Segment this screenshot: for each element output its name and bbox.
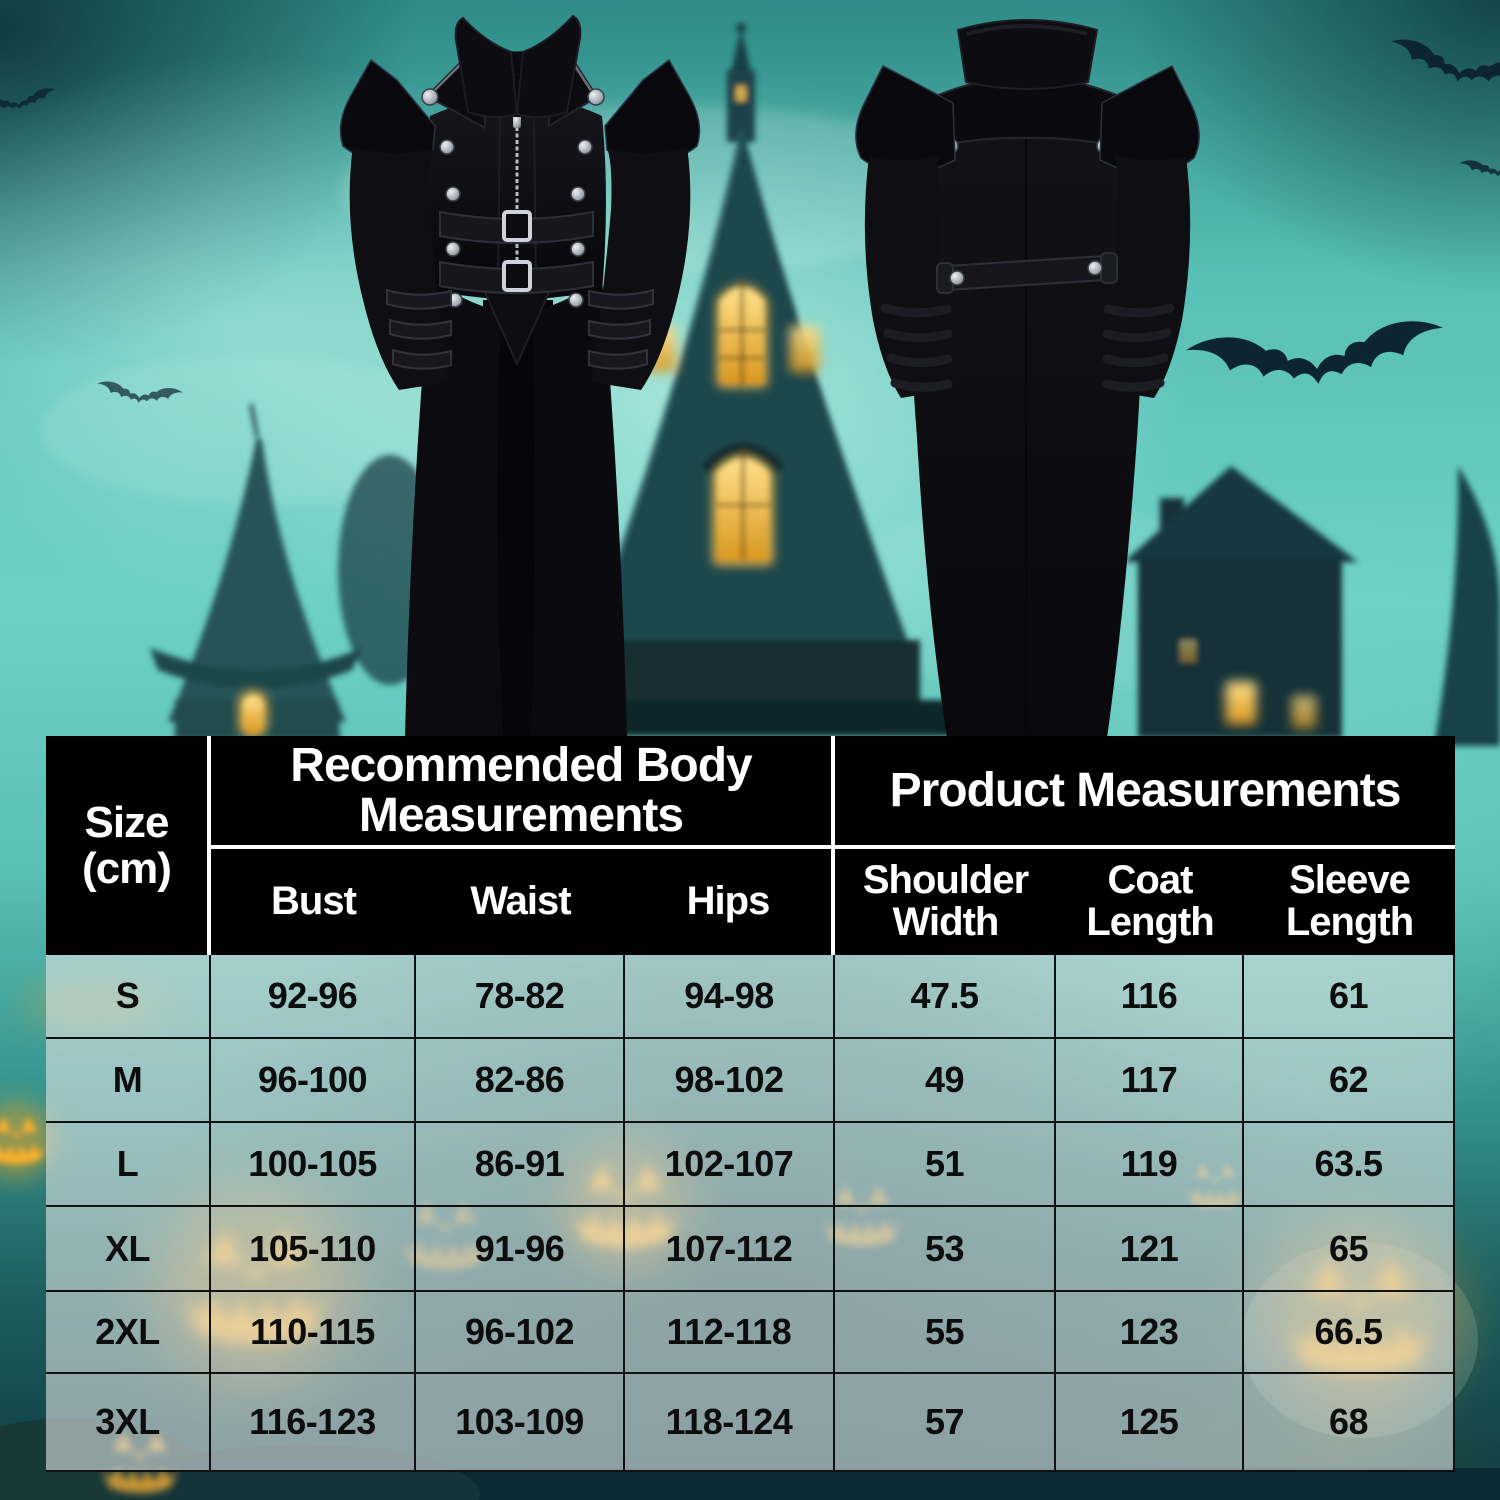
column-header-hips: Hips [625,849,835,955]
table-cell-waist: 96-102 [416,1292,625,1374]
table-cell-hips: 102-107 [625,1123,835,1207]
table-cell-bust: 110-115 [211,1292,416,1374]
waist-belts [439,210,594,294]
table-cell-coat-length: 119 [1056,1123,1244,1207]
table-cell-waist: 78-82 [416,955,625,1039]
table-cell-waist: 82-86 [416,1039,625,1123]
table-cell-bust: 116-123 [211,1374,416,1472]
table-cell-hips: 118-124 [625,1374,835,1472]
table-cell-shoulder-width: 47.5 [835,955,1056,1039]
table-cell-coat-length: 123 [1056,1292,1244,1374]
table-cell-size: 3XL [46,1374,211,1472]
table-cell-sleeve-length: 66.5 [1244,1292,1455,1374]
cuff-straps [386,288,654,370]
back-belt [936,252,1118,294]
table-cell-sleeve-length: 68 [1244,1374,1455,1472]
table-cell-hips: 112-118 [625,1292,835,1374]
size-chart-table: Size (cm) Recommended Body Measurements … [46,736,1455,1472]
table-cell-sleeve-length: 65 [1244,1207,1455,1292]
bat-icon [1385,36,1500,97]
collar [956,19,1099,90]
table-cell-bust: 105-110 [211,1207,416,1292]
collar-left [454,16,519,118]
table-cell-sleeve-length: 62 [1244,1039,1455,1123]
group-header-label: Product Measurements [889,763,1402,817]
table-cell-shoulder-width: 49 [835,1039,1056,1123]
column-header-shoulder-width: Shoulder Width [835,849,1056,955]
group-header-product-measurements: Product Measurements [835,736,1455,849]
table-cell-size: S [46,955,211,1039]
column-header-bust: Bust [211,849,416,955]
table-cell-hips: 98-102 [625,1039,835,1123]
group-header-body-measurements: Recommended Body Measurements [211,736,835,849]
table-cell-waist: 91-96 [416,1207,625,1292]
table-cell-sleeve-length: 61 [1244,955,1455,1039]
column-header-coat-length: Coat Length [1056,849,1244,955]
group-header-label: Recommended Body Measurements [290,738,752,842]
jack-o-lantern-icon [0,1101,55,1179]
table-cell-waist: 86-91 [416,1123,625,1207]
table-cell-coat-length: 125 [1056,1374,1244,1472]
zipper-pull [513,114,521,128]
table-cell-shoulder-width: 55 [835,1292,1056,1374]
table-cell-hips: 107-112 [625,1207,835,1292]
bat-icon [0,86,59,117]
table-cell-size: XL [46,1207,211,1292]
table-cell-sleeve-length: 63.5 [1244,1123,1455,1207]
table-cell-size: 2XL [46,1292,211,1374]
table-cell-shoulder-width: 51 [835,1123,1056,1207]
table-cell-waist: 103-109 [416,1374,625,1472]
size-column-header-label: Size (cm) [82,797,172,893]
table-cell-bust: 92-96 [211,955,416,1039]
table-cell-coat-length: 116 [1056,955,1244,1039]
ribbed-cuffs [880,303,1175,392]
table-cell-coat-length: 117 [1056,1039,1244,1123]
table-cell-size: L [46,1123,211,1207]
front-coat-illustration [339,14,701,736]
bat-icon [1185,318,1447,396]
table-cell-bust: 96-100 [211,1039,416,1123]
coat-tail-right [531,278,627,736]
size-column-header: Size (cm) [46,736,211,955]
table-cell-bust: 100-105 [211,1123,416,1207]
table-cell-coat-length: 121 [1056,1207,1244,1292]
column-header-waist: Waist [416,849,625,955]
table-cell-size: M [46,1039,211,1123]
right-house [1124,466,1500,746]
bat-icon [1459,160,1500,177]
table-cell-shoulder-width: 53 [835,1207,1056,1292]
silver-buttons [421,88,605,308]
table-cell-shoulder-width: 57 [835,1374,1056,1472]
column-header-sleeve-length: Sleeve Length [1244,849,1455,955]
back-coat-illustration [855,19,1200,738]
coat-tail-left [405,278,503,736]
collar-right [515,14,582,118]
table-cell-hips: 94-98 [625,955,835,1039]
